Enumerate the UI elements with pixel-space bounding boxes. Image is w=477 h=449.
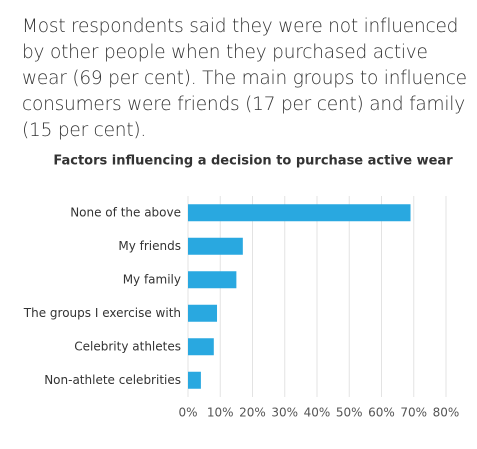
y-tick-label: My family bbox=[123, 272, 181, 286]
x-tick-label: 80% bbox=[433, 406, 460, 420]
y-tick-label: None of the above bbox=[70, 205, 181, 219]
bar bbox=[188, 237, 243, 255]
intro-text: Most respondents said they were not infl… bbox=[22, 16, 467, 141]
x-tick-label: 50% bbox=[336, 406, 363, 420]
x-tick-label: 30% bbox=[271, 406, 298, 420]
y-tick-label: Celebrity athletes bbox=[74, 339, 181, 353]
bar bbox=[188, 204, 411, 222]
bar bbox=[188, 304, 218, 322]
y-tick-label: My friends bbox=[118, 239, 181, 253]
x-tick-label: 70% bbox=[400, 406, 427, 420]
y-tick-label: Non-athlete celebrities bbox=[44, 373, 181, 387]
bar bbox=[188, 271, 237, 289]
x-tick-label: 60% bbox=[368, 406, 395, 420]
y-tick-label: The groups I exercise with bbox=[23, 306, 181, 320]
bar bbox=[188, 338, 214, 356]
x-tick-label: 20% bbox=[239, 406, 266, 420]
x-tick-label: 10% bbox=[207, 406, 234, 420]
chart-title: Factors influencing a decision to purcha… bbox=[53, 154, 453, 169]
x-tick-label: 0% bbox=[178, 406, 197, 420]
x-tick-label: 40% bbox=[304, 406, 331, 420]
bar bbox=[188, 371, 201, 389]
